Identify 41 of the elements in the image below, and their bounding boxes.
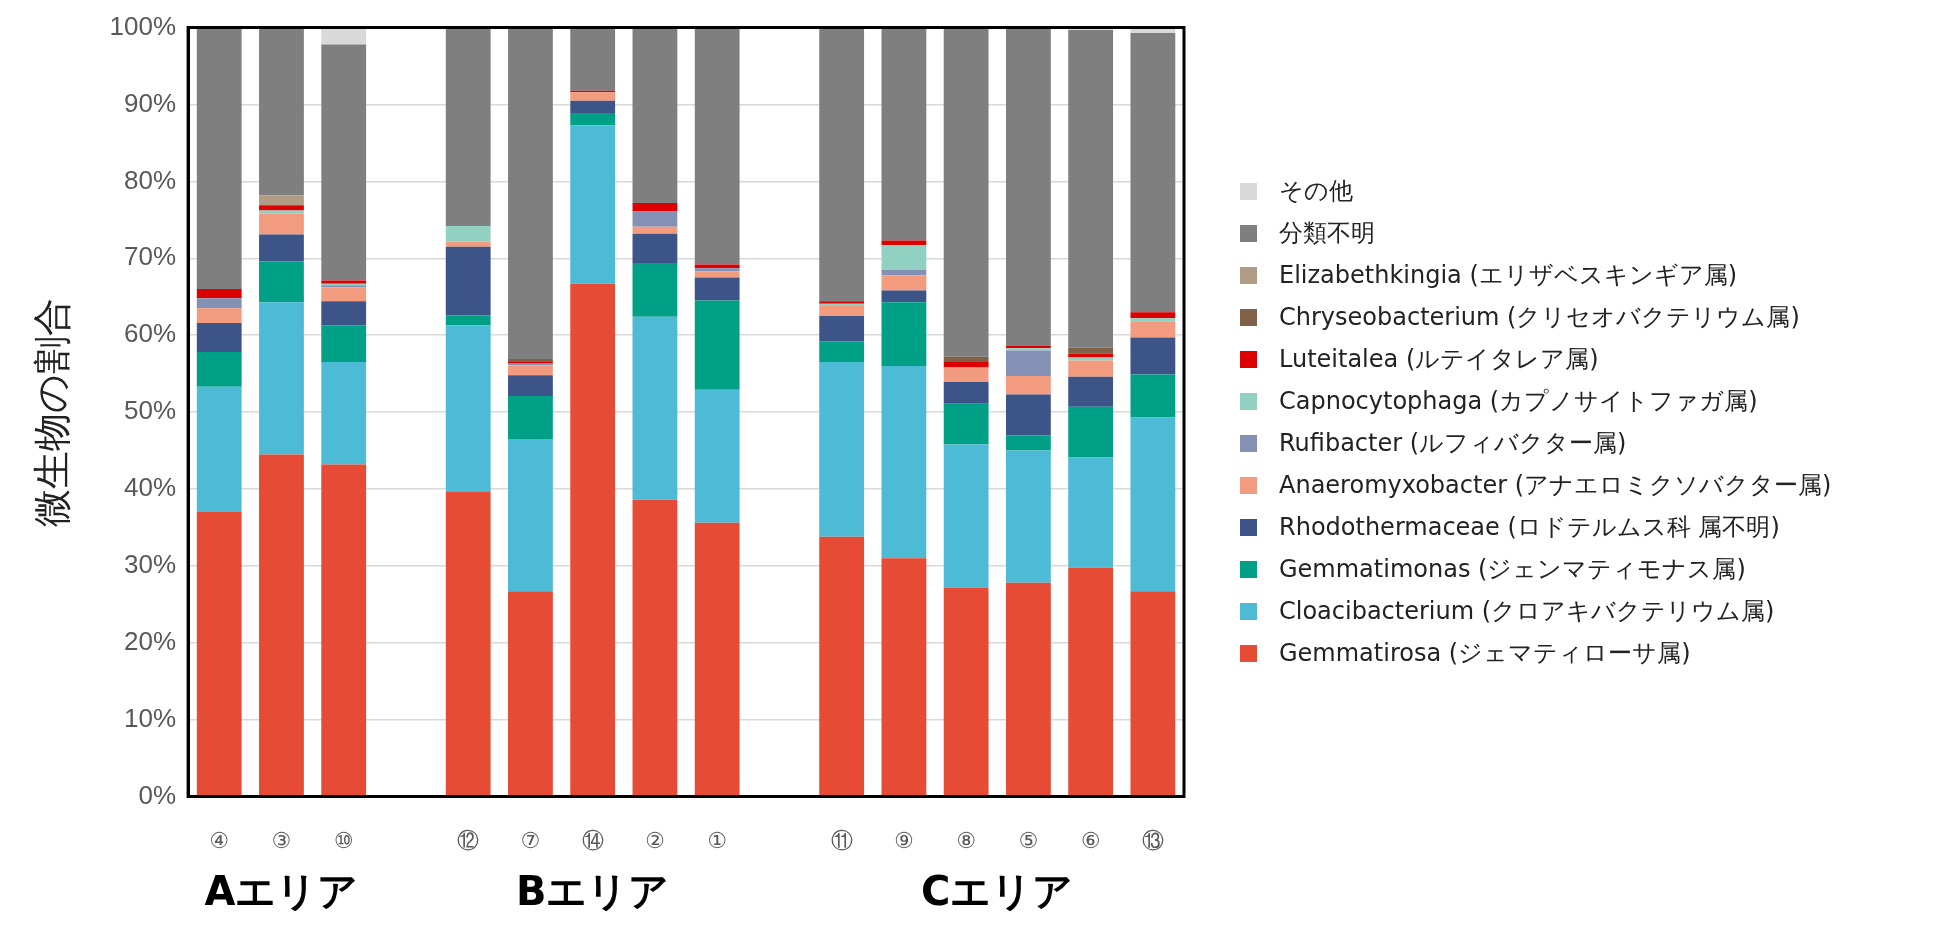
y-tick-label: 70%	[124, 241, 177, 272]
legend-label: Elizabethkingia (エリザベスキンギア属)	[1279, 260, 1738, 291]
legend-label: Rhodothermaceae (ロドテルムス科 属不明)	[1279, 512, 1780, 543]
x-tick-label: ③	[271, 827, 292, 853]
legend-label: Rufibacter (ルフィバクター属)	[1279, 428, 1627, 459]
x-tick-label: ⑬	[1141, 827, 1164, 853]
y-tick-label: 60%	[124, 318, 177, 349]
x-tick-label: ⑫	[457, 827, 480, 853]
y-tick-label: 40%	[124, 472, 177, 503]
legend-label: Chryseobacterium (クリセオバクテリウム属)	[1279, 302, 1800, 333]
x-tick-label: ⑧	[956, 827, 977, 853]
x-tick-label: ⑨	[894, 827, 914, 853]
legend-label: 分類不明	[1279, 218, 1375, 249]
x-tick-label: ②	[645, 827, 665, 853]
text: Bエリア	[515, 867, 670, 914]
y-tick-label: 0%	[138, 779, 177, 810]
y-axis-title: 微生物の割合	[29, 297, 74, 527]
y-tick-label: 90%	[124, 87, 177, 118]
legend-label: Gemmatimonas (ジェンマティモナス属)	[1279, 554, 1746, 585]
legend-label: Gemmatirosa (ジェマティローサ属)	[1279, 638, 1691, 669]
y-tick-label: 100%	[109, 10, 177, 41]
legend-label: その他	[1279, 176, 1353, 207]
x-tick-label: ⑭	[581, 827, 604, 853]
legend-label: Cloacibacterium (クロアキバクテリウム属)	[1279, 596, 1775, 627]
legend-label: Luteitalea (ルテイタレア属)	[1279, 344, 1599, 375]
y-tick-label: 80%	[124, 164, 177, 195]
legend-label: Capnocytophaga (カプノサイトファガ属)	[1279, 386, 1758, 417]
y-tick-label: 50%	[124, 395, 177, 426]
text: Aエリア	[204, 867, 359, 914]
legend-label: Anaeromyxobacter (アナエロミクソバクター属)	[1279, 470, 1832, 501]
y-tick-label: 30%	[124, 549, 177, 580]
y-tick-label: 10%	[124, 702, 177, 733]
y-tick-label: 20%	[124, 625, 177, 656]
x-tick-label: ⑪	[830, 827, 853, 853]
x-tick-label: ⑤	[1018, 827, 1039, 853]
text: Cエリア	[921, 867, 1074, 914]
x-tick-label: ①	[707, 827, 728, 853]
x-tick-label: ⑦	[520, 827, 541, 853]
x-tick-label: ⑩	[333, 827, 354, 853]
x-tick-label: ④	[209, 827, 230, 853]
x-tick-label: ⑥	[1080, 827, 1101, 853]
